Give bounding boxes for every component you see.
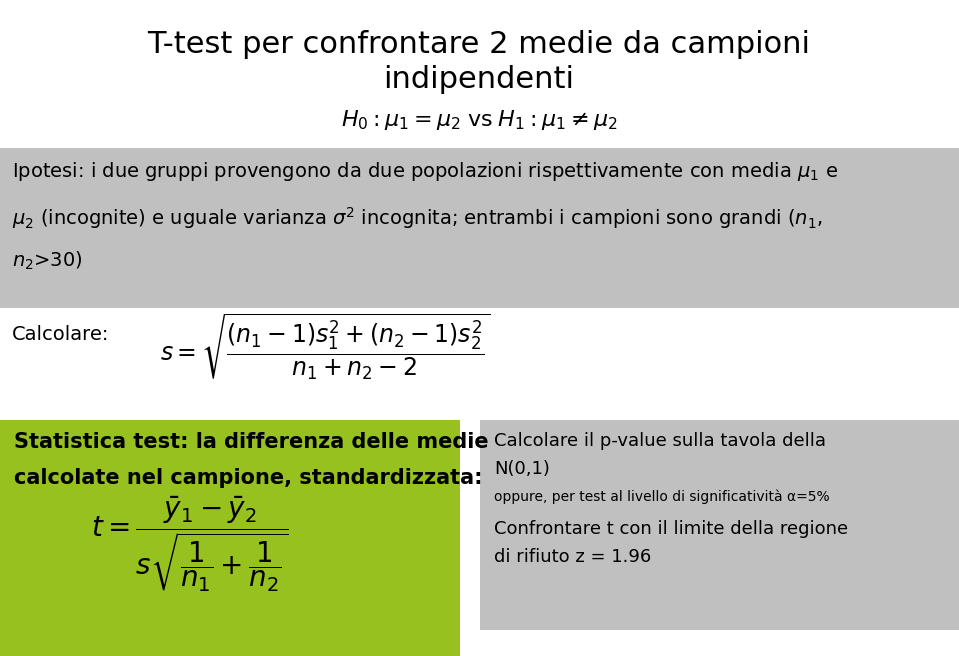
Text: $\mu_2$ (incognite) e uguale varianza $\sigma^2$ incognita; entrambi i campioni : $\mu_2$ (incognite) e uguale varianza $\… — [12, 205, 823, 231]
Text: N(0,1): N(0,1) — [494, 460, 550, 478]
Text: T-test per confrontare 2 medie da campioni: T-test per confrontare 2 medie da campio… — [148, 30, 810, 59]
FancyBboxPatch shape — [0, 148, 959, 308]
Text: $s = \sqrt{\dfrac{(n_1-1)s_1^2 + (n_2-1)s_2^2}{n_1+n_2-2}}$: $s = \sqrt{\dfrac{(n_1-1)s_1^2 + (n_2-1)… — [160, 312, 490, 382]
Text: oppure, per test al livello di significatività α=5%: oppure, per test al livello di significa… — [494, 490, 830, 504]
Text: Statistica test: la differenza delle medie: Statistica test: la differenza delle med… — [14, 432, 489, 452]
Text: Calcolare il p-value sulla tavola della: Calcolare il p-value sulla tavola della — [494, 432, 826, 450]
Text: Confrontare t con il limite della regione: Confrontare t con il limite della region… — [494, 520, 848, 538]
FancyBboxPatch shape — [480, 420, 959, 630]
Text: di rifiuto z = 1.96: di rifiuto z = 1.96 — [494, 548, 651, 566]
Text: Ipotesi: i due gruppi provengono da due popolazioni rispettivamente con media $\: Ipotesi: i due gruppi provengono da due … — [12, 160, 838, 183]
Text: $n_2$>30): $n_2$>30) — [12, 250, 82, 272]
Text: $t = \dfrac{\bar{y}_1 - \bar{y}_2}{s\sqrt{\dfrac{1}{n_1}+\dfrac{1}{n_2}}}$: $t = \dfrac{\bar{y}_1 - \bar{y}_2}{s\sqr… — [91, 495, 289, 594]
Text: Calcolare:: Calcolare: — [12, 325, 109, 344]
Text: calcolate nel campione, standardizzata:: calcolate nel campione, standardizzata: — [14, 468, 482, 488]
Text: indipendenti: indipendenti — [384, 65, 574, 94]
FancyBboxPatch shape — [0, 420, 460, 656]
Text: $H_0: \mu_1 = \mu_2 \; \mathrm{vs} \; H_1: \mu_1 \neq \mu_2$: $H_0: \mu_1 = \mu_2 \; \mathrm{vs} \; H_… — [340, 108, 618, 132]
